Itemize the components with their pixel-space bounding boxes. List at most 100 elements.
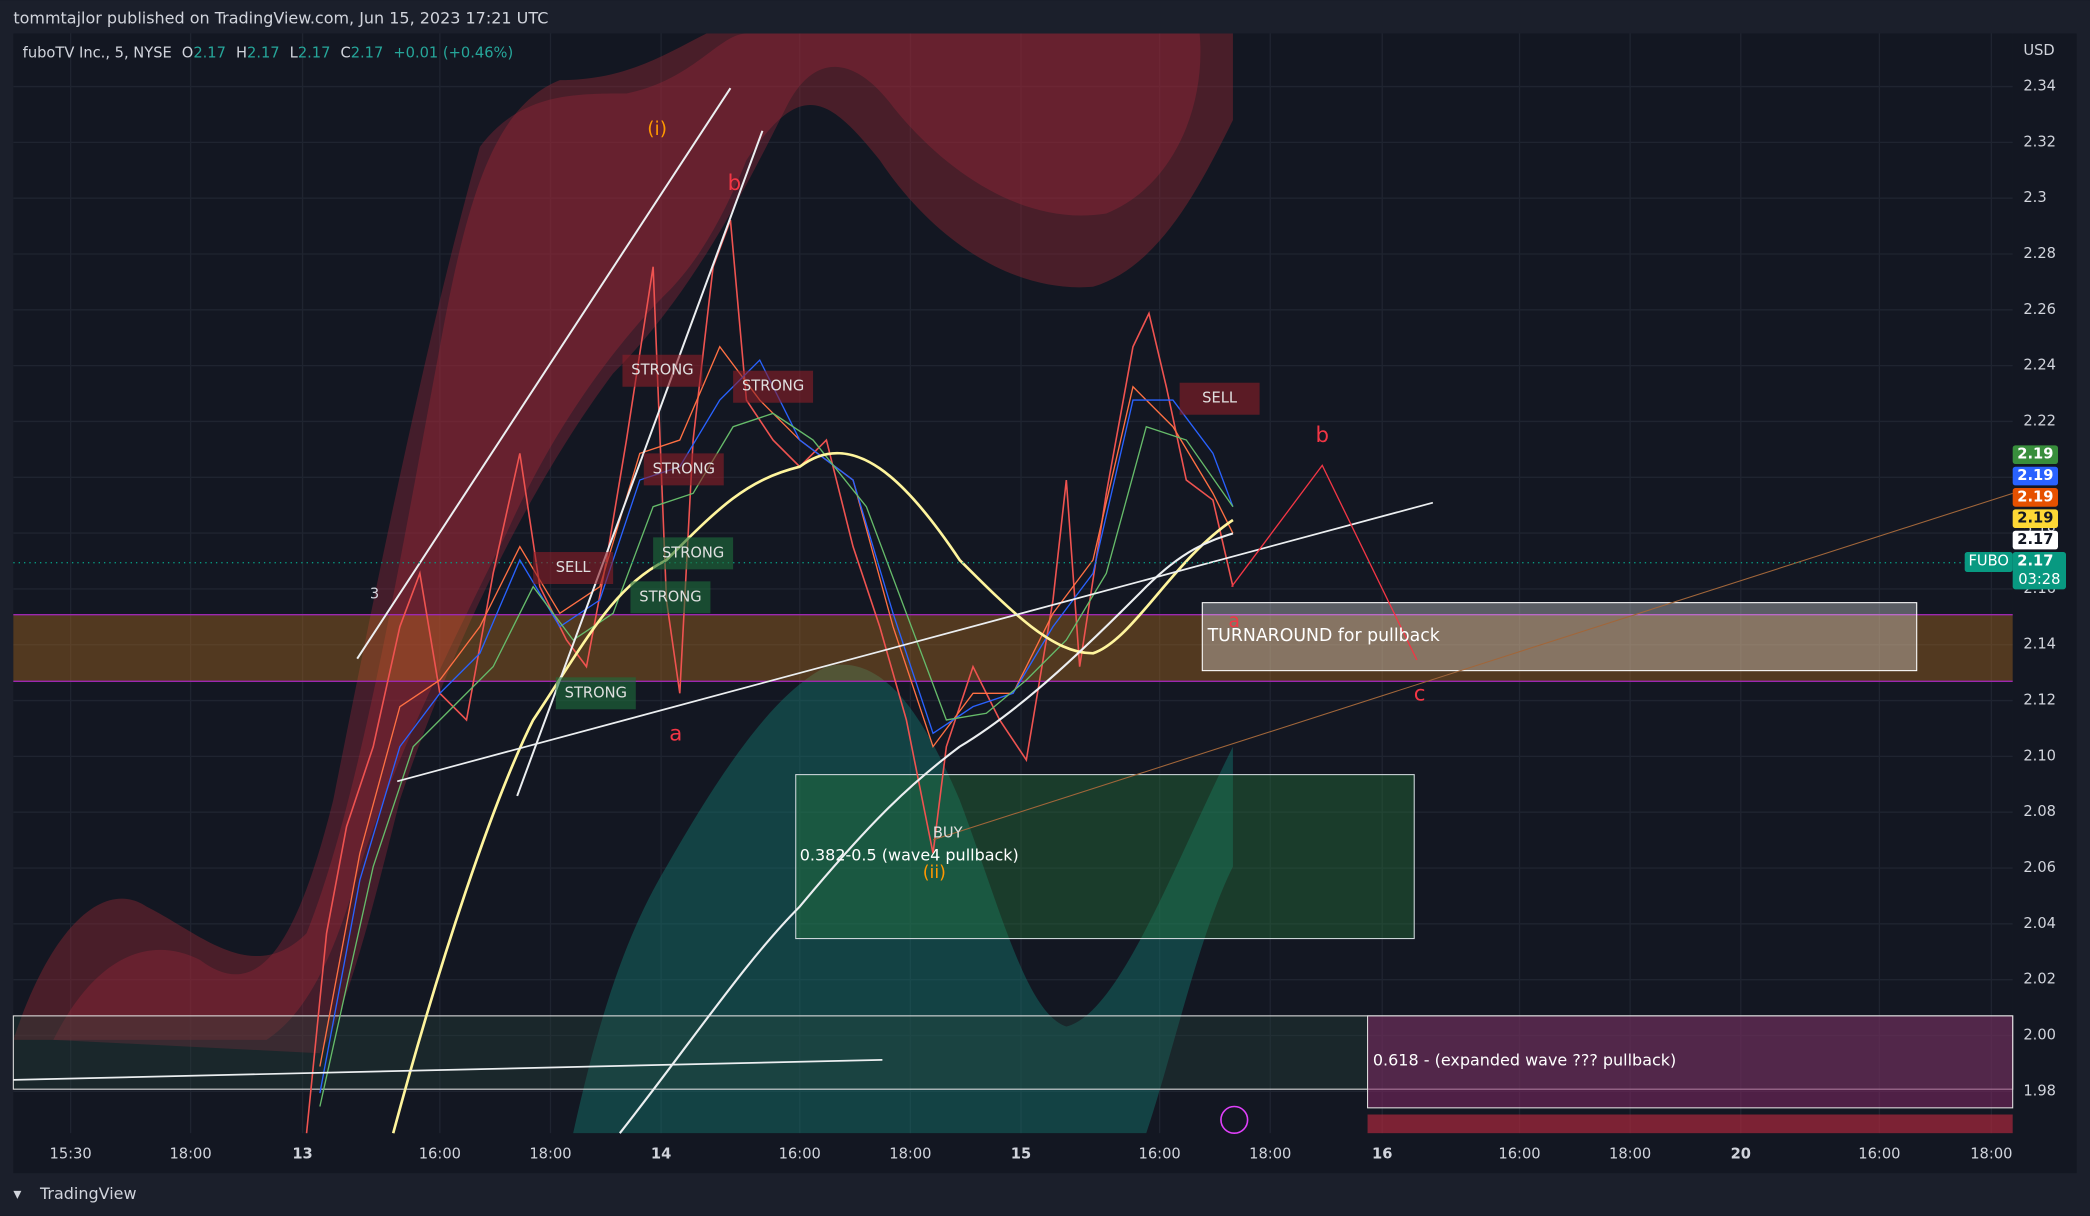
price-tag — [2012, 509, 2059, 529]
ohlc-label: C — [340, 45, 350, 62]
annotation-box — [1179, 382, 1260, 415]
annotation: (ii) — [923, 863, 946, 883]
last-price-tag — [1964, 552, 2013, 573]
annotation: BUY — [933, 824, 963, 841]
annotation: c — [1414, 682, 1426, 707]
ohlc-value: 2.17 — [351, 45, 384, 62]
time-label: 16 — [1372, 1145, 1392, 1162]
annotation-box — [630, 581, 711, 614]
price-tick-label: 2.14 — [2023, 636, 2056, 653]
change: +0.01 (+0.46%) — [393, 45, 513, 62]
symbol: fuboTV Inc., 5, NYSE — [23, 45, 172, 62]
annotation: STRONG — [631, 362, 693, 379]
price-tick-label: 2.28 — [2023, 245, 2056, 262]
annotation: b — [1315, 423, 1329, 448]
last-price-symbol: FUBO — [1968, 552, 2008, 569]
time-label: 16:00 — [419, 1145, 461, 1162]
time-label: 15 — [1011, 1145, 1031, 1162]
price-tag-label: 2.19 — [2017, 510, 2053, 527]
zone-turnaround — [1201, 602, 1918, 672]
time-label: 18:00 — [1609, 1145, 1651, 1162]
event-icon — [1220, 1105, 1249, 1134]
annotation: SELL — [1202, 390, 1238, 407]
annotation: STRONG — [662, 544, 724, 561]
trend-line — [356, 87, 732, 660]
price-tick-label: 2.12 — [2023, 692, 2056, 709]
currency: USD — [2023, 42, 2054, 59]
last-price-countdown: 03:28 — [2018, 571, 2060, 588]
annotation-box — [533, 552, 614, 585]
ohlc-value: 2.17 — [193, 45, 226, 62]
time-label: 16:00 — [1498, 1145, 1540, 1162]
red-band — [13, 33, 1233, 1040]
time-axis — [13, 1133, 2077, 1174]
header-text: tommtajlor published on TradingView.com,… — [13, 8, 548, 27]
last-price-tag — [2012, 552, 2067, 590]
footer-brand[interactable]: TradingView — [39, 1184, 137, 1203]
time-label: 16:00 — [779, 1145, 821, 1162]
zone-label: TURNAROUND for pullback — [1207, 626, 1440, 646]
time-label: 13 — [292, 1145, 312, 1162]
ohlc-value: 2.17 — [247, 45, 280, 62]
price-tag — [2012, 445, 2059, 465]
price-tick-label: 2.06 — [2023, 859, 2056, 876]
price-tick-label: 2.26 — [2023, 301, 2056, 318]
time-label: 16:00 — [1139, 1145, 1181, 1162]
zone-green — [795, 774, 1415, 940]
ohlc-label: L — [290, 45, 299, 62]
price-tag-label: 2.19 — [2017, 488, 2053, 505]
price-tag — [2012, 488, 2059, 507]
annotation: STRONG — [742, 378, 804, 395]
ma-green — [319, 412, 1234, 1107]
time-label: 14 — [651, 1145, 671, 1162]
annotation: 3 — [370, 586, 379, 603]
ohlc-label: H — [236, 45, 247, 62]
legend: fuboTV Inc., 5, NYSE O2.17 H2.17 L2.17 C… — [23, 45, 514, 62]
time-label: 20 — [1731, 1145, 1751, 1162]
zone-purple — [1367, 1015, 2014, 1109]
annotation: a — [669, 722, 682, 747]
price-tick-label: 2.3 — [2023, 189, 2046, 206]
price-tick-label: 2.34 — [2023, 78, 2056, 95]
footer-logo: ▾ — [13, 1184, 21, 1203]
price-tag-label: 2.17 — [2017, 531, 2053, 548]
annotation: SELL — [556, 559, 592, 576]
ohlc-label: O — [182, 45, 194, 62]
price-tag-label: 2.19 — [2017, 467, 2053, 484]
price-tick-label: 1.98 — [2023, 1082, 2056, 1099]
grid — [13, 33, 2013, 1134]
annotation: STRONG — [639, 588, 701, 605]
price-tick-label: 2.08 — [2023, 803, 2056, 820]
time-label: 18:00 — [169, 1145, 211, 1162]
ohlc-value: 2.17 — [298, 45, 331, 62]
last-price-label: 2.17 — [2017, 552, 2053, 569]
projection — [1231, 464, 1418, 661]
annotation: STRONG — [653, 460, 715, 477]
annotation: (i) — [647, 119, 667, 140]
annotation-box — [653, 537, 734, 570]
price-tick-label: 2.10 — [2023, 747, 2056, 764]
annotation-box — [555, 677, 636, 710]
price-tick-label: 2.02 — [2023, 971, 2056, 988]
price-tag — [2012, 530, 2059, 550]
price-tick-label: 2.22 — [2023, 412, 2056, 429]
time-label: 18:00 — [1970, 1145, 2012, 1162]
price-tick-label: 2.04 — [2023, 915, 2056, 932]
ma-white — [618, 532, 1234, 1134]
zone-red — [1367, 1114, 2013, 1134]
price-tick-label: 2.32 — [2023, 133, 2056, 150]
time-label: 15:30 — [50, 1145, 92, 1162]
zone-label: 0.618 - (expanded wave ??? pullback) — [1373, 1051, 1676, 1070]
time-label: 16:00 — [1858, 1145, 1900, 1162]
time-label: 18:00 — [529, 1145, 571, 1162]
annotation: STRONG — [565, 684, 627, 701]
annotation-box — [622, 354, 703, 387]
price-tag — [2012, 466, 2059, 486]
ma-yellow — [391, 451, 1234, 1134]
annotation: a — [1229, 611, 1240, 632]
annotation-box — [643, 453, 724, 486]
time-label: 18:00 — [889, 1145, 931, 1162]
annotation: b — [728, 171, 742, 196]
price-tag-label: 2.19 — [2017, 446, 2053, 463]
